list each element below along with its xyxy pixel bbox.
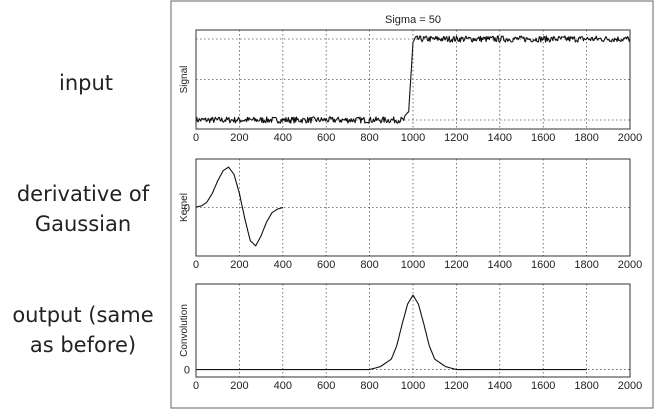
x-tick-label-600: 600 <box>317 132 335 144</box>
chart-title: Sigma = 50 <box>385 14 441 26</box>
x-tick-label-1400: 1400 <box>488 380 512 392</box>
x-tick-label-1800: 1800 <box>574 132 598 144</box>
x-tick-label-200: 200 <box>230 380 248 392</box>
x-tick-label-800: 800 <box>360 259 378 271</box>
x-tick-label-0: 0 <box>193 259 199 271</box>
x-tick-label-1200: 1200 <box>444 259 468 271</box>
x-tick-label-1200: 1200 <box>444 132 468 144</box>
x-tick-label-2000: 2000 <box>618 380 642 392</box>
figure-frame <box>170 0 654 409</box>
x-tick-label-1000: 1000 <box>401 132 425 144</box>
x-tick-label-200: 200 <box>230 259 248 271</box>
label-output-line1: output (same <box>12 303 153 327</box>
label-kernel-line1: derivative of <box>17 182 150 206</box>
x-tick-label-800: 800 <box>360 132 378 144</box>
y-axis-label: Kernel <box>179 193 190 222</box>
x-tick-label-400: 400 <box>274 380 292 392</box>
x-tick-label-0: 0 <box>193 132 199 144</box>
x-tick-label-1400: 1400 <box>488 132 512 144</box>
y-tick-label-0: 0 <box>184 203 190 215</box>
axes-box <box>195 158 631 257</box>
x-tick-label-0: 0 <box>193 380 199 392</box>
panel-convolution: 0 200 400 600 800 1000 1200 1400 1600 1800 2000 0 Co… <box>179 283 642 392</box>
panel-signal: 0 200 400 600 800 1000 1200 1400 1600 1800 2000 Sig… <box>179 14 642 144</box>
x-tick-label-400: 400 <box>274 132 292 144</box>
axes-box <box>195 29 631 130</box>
x-tick-label-1000: 1000 <box>401 380 425 392</box>
label-kernel-line2: Gaussian <box>35 212 131 236</box>
x-tick-label-1600: 1600 <box>531 380 555 392</box>
label-input: input <box>59 71 113 95</box>
x-tick-label-200: 200 <box>230 132 248 144</box>
x-tick-label-1000: 1000 <box>401 259 425 271</box>
x-tick-label-1800: 1800 <box>574 259 598 271</box>
x-tick-label-600: 600 <box>317 259 335 271</box>
x-tick-label-1200: 1200 <box>444 380 468 392</box>
y-axis-label: Convolution <box>179 304 190 357</box>
x-tick-label-400: 400 <box>274 259 292 271</box>
x-tick-label-2000: 2000 <box>618 132 642 144</box>
y-axis-label: Signal <box>179 66 190 94</box>
y-tick-label-0: 0 <box>184 365 190 377</box>
x-tick-label-1800: 1800 <box>574 380 598 392</box>
x-tick-label-1600: 1600 <box>531 259 555 271</box>
x-tick-label-1600: 1600 <box>531 132 555 144</box>
x-tick-label-2000: 2000 <box>618 259 642 271</box>
panel-kernel: 0 200 400 600 800 1000 1200 1400 1600 1800 20000Ke… <box>179 158 642 271</box>
series-line-0 <box>195 166 283 247</box>
x-tick-label-1400: 1400 <box>488 259 512 271</box>
x-tick-label-600: 600 <box>317 380 335 392</box>
axes-box <box>195 283 631 378</box>
label-output-line2: as before) <box>30 333 136 357</box>
x-tick-label-800: 800 <box>360 380 378 392</box>
series-line-0 <box>196 294 587 371</box>
series-line-0 <box>195 35 631 124</box>
